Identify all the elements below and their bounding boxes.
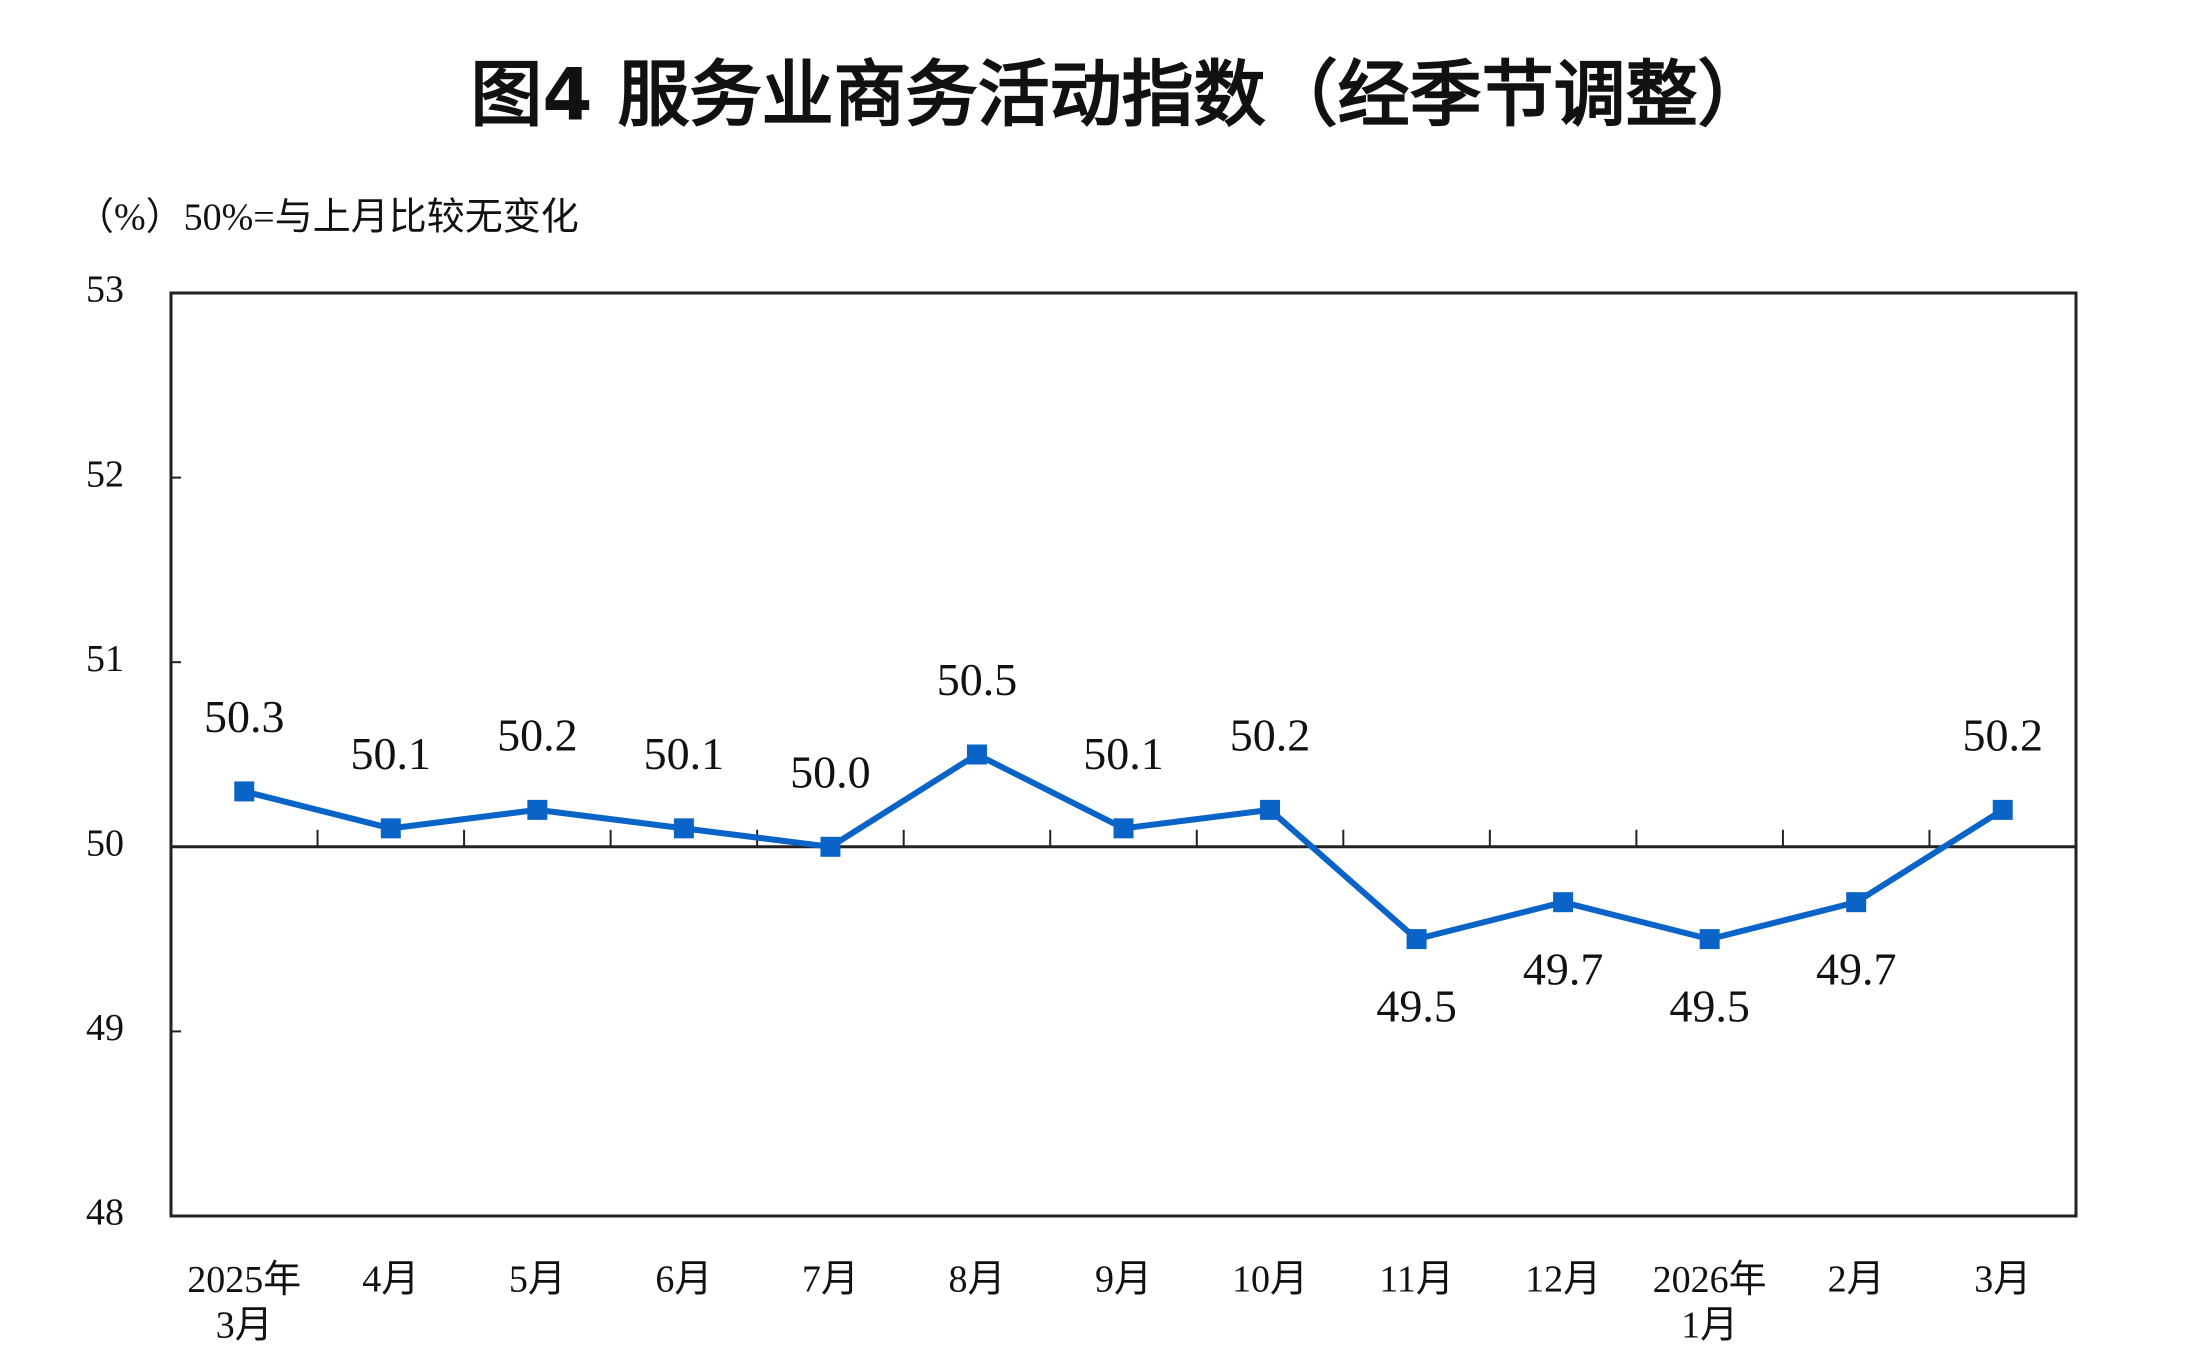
x-tick-label: 2月 <box>1828 1259 1885 1301</box>
x-tick-label: 6月 <box>655 1259 712 1301</box>
marker <box>820 836 841 857</box>
data-label: 50.1 <box>644 728 725 779</box>
marker <box>1260 799 1281 820</box>
x-tick-label: 7月 <box>802 1259 859 1301</box>
marker <box>673 818 694 839</box>
y-tick-label: 49 <box>86 1007 124 1049</box>
x-tick-label: 4月 <box>362 1259 419 1301</box>
data-label: 49.7 <box>1523 944 1604 995</box>
data-label: 50.0 <box>790 746 871 797</box>
x-tick-label: 12月 <box>1525 1259 1601 1301</box>
x-tick-label: 5月 <box>509 1259 566 1301</box>
data-label: 50.2 <box>497 709 578 760</box>
y-tick-label: 52 <box>86 453 124 495</box>
y-tick-label: 53 <box>86 269 124 311</box>
data-label: 50.2 <box>1962 709 2043 760</box>
x-tick-label: 9月 <box>1095 1259 1152 1301</box>
marker <box>380 818 401 839</box>
x-tick-label: 8月 <box>948 1259 1005 1301</box>
data-label: 50.3 <box>204 691 285 742</box>
x-tick-label: 2025年 3月 <box>187 1259 301 1347</box>
data-label: 49.5 <box>1376 981 1457 1032</box>
chart-subtitle: （%）50%=与上月比较无变化 <box>76 197 579 239</box>
x-tick-label: 3月 <box>1974 1259 2031 1301</box>
data-label: 50.5 <box>937 654 1018 705</box>
plot-frame <box>169 291 2078 1218</box>
data-label: 50.1 <box>351 728 432 779</box>
y-tick-label: 51 <box>86 638 124 680</box>
x-tick-label: 11月 <box>1379 1259 1454 1301</box>
marker <box>234 781 255 802</box>
marker <box>966 744 987 765</box>
data-label: 49.5 <box>1669 981 1750 1032</box>
data-label: 50.2 <box>1230 709 1311 760</box>
marker <box>1406 929 1427 950</box>
y-tick-label: 48 <box>86 1192 124 1234</box>
marker <box>1992 799 2013 820</box>
marker <box>527 799 548 820</box>
marker <box>1699 929 1720 950</box>
x-tick-label: 10月 <box>1232 1259 1308 1301</box>
data-label: 49.7 <box>1816 944 1897 995</box>
x-tick-label: 2026年 1月 <box>1653 1259 1767 1347</box>
chart-title: 图4 服务业商务活动指数（经季节调整） <box>470 53 1769 137</box>
y-tick-label: 50 <box>86 823 124 865</box>
marker <box>1113 818 1134 839</box>
data-label: 50.1 <box>1083 728 1164 779</box>
marker <box>1846 892 1867 913</box>
marker <box>1553 892 1574 913</box>
